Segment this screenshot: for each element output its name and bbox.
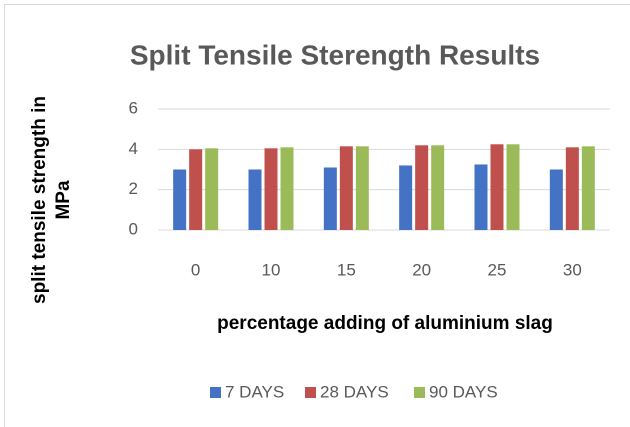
bar xyxy=(264,148,278,230)
bar xyxy=(173,169,187,230)
legend-swatch xyxy=(305,387,316,398)
chart-title: Split Tensile Sterength Results xyxy=(130,39,540,70)
legend-label: 90 DAYS xyxy=(429,382,498,401)
x-tick-label: 20 xyxy=(412,260,431,279)
bar xyxy=(549,169,563,230)
legend-label: 28 DAYS xyxy=(320,382,389,401)
x-tick-label: 30 xyxy=(563,260,582,279)
bar xyxy=(355,146,369,230)
legend-swatch xyxy=(414,387,425,398)
bar xyxy=(189,149,203,230)
legend-label: 7 DAYS xyxy=(225,382,284,401)
y-tick-label: 0 xyxy=(129,219,138,238)
bar xyxy=(474,164,488,230)
bar xyxy=(205,148,219,230)
x-tick-label: 15 xyxy=(337,260,356,279)
y-tick-label: 4 xyxy=(129,139,138,158)
bar xyxy=(581,146,595,230)
chart-border xyxy=(4,4,630,427)
bar xyxy=(280,147,294,230)
x-tick-label: 25 xyxy=(488,260,507,279)
bar xyxy=(506,144,520,230)
y-tick-label: 2 xyxy=(129,179,138,198)
x-tick-label: 0 xyxy=(191,260,200,279)
y-tick-label: 6 xyxy=(129,98,138,117)
bar xyxy=(490,144,504,230)
y-axis-label: split tensile strength in MPa xyxy=(29,96,74,304)
bar xyxy=(415,145,429,230)
bar xyxy=(339,146,353,230)
x-axis-label: percentage adding of aluminium slag xyxy=(217,313,553,334)
bar xyxy=(565,147,579,230)
bar xyxy=(248,169,262,230)
legend-swatch xyxy=(210,387,221,398)
x-tick-label: 10 xyxy=(262,260,281,279)
bar xyxy=(399,165,413,230)
bar xyxy=(431,145,445,230)
bar xyxy=(323,167,337,230)
